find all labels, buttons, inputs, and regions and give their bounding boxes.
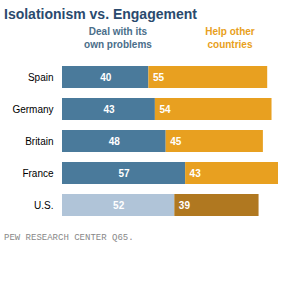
svg-text:U.S.: U.S. [34, 200, 53, 211]
svg-text:48: 48 [109, 136, 121, 147]
svg-text:39: 39 [179, 200, 191, 211]
svg-text:Britain: Britain [25, 136, 53, 147]
svg-text:Germany: Germany [12, 104, 53, 115]
svg-text:57: 57 [118, 168, 130, 179]
svg-text:43: 43 [190, 168, 202, 179]
svg-text:Spain: Spain [28, 72, 54, 83]
svg-text:45: 45 [170, 136, 182, 147]
svg-text:55: 55 [153, 72, 165, 83]
svg-text:40: 40 [100, 72, 112, 83]
svg-text:43: 43 [103, 104, 115, 115]
html-text:Deal with its own problems: Deal with its own problems [84, 26, 152, 50]
svg-text:52: 52 [113, 200, 125, 211]
html-text:PEW RESEARCH CENTER Q65.: PEW RESEARCH CENTER Q65. [4, 233, 134, 243]
html-text:Isolationism vs. Engagement: Isolationism vs. Engagement [4, 6, 197, 22]
html-text:Help other countries: Help other countries [205, 26, 255, 50]
svg-text:France: France [22, 168, 54, 179]
svg-text:54: 54 [159, 104, 171, 115]
